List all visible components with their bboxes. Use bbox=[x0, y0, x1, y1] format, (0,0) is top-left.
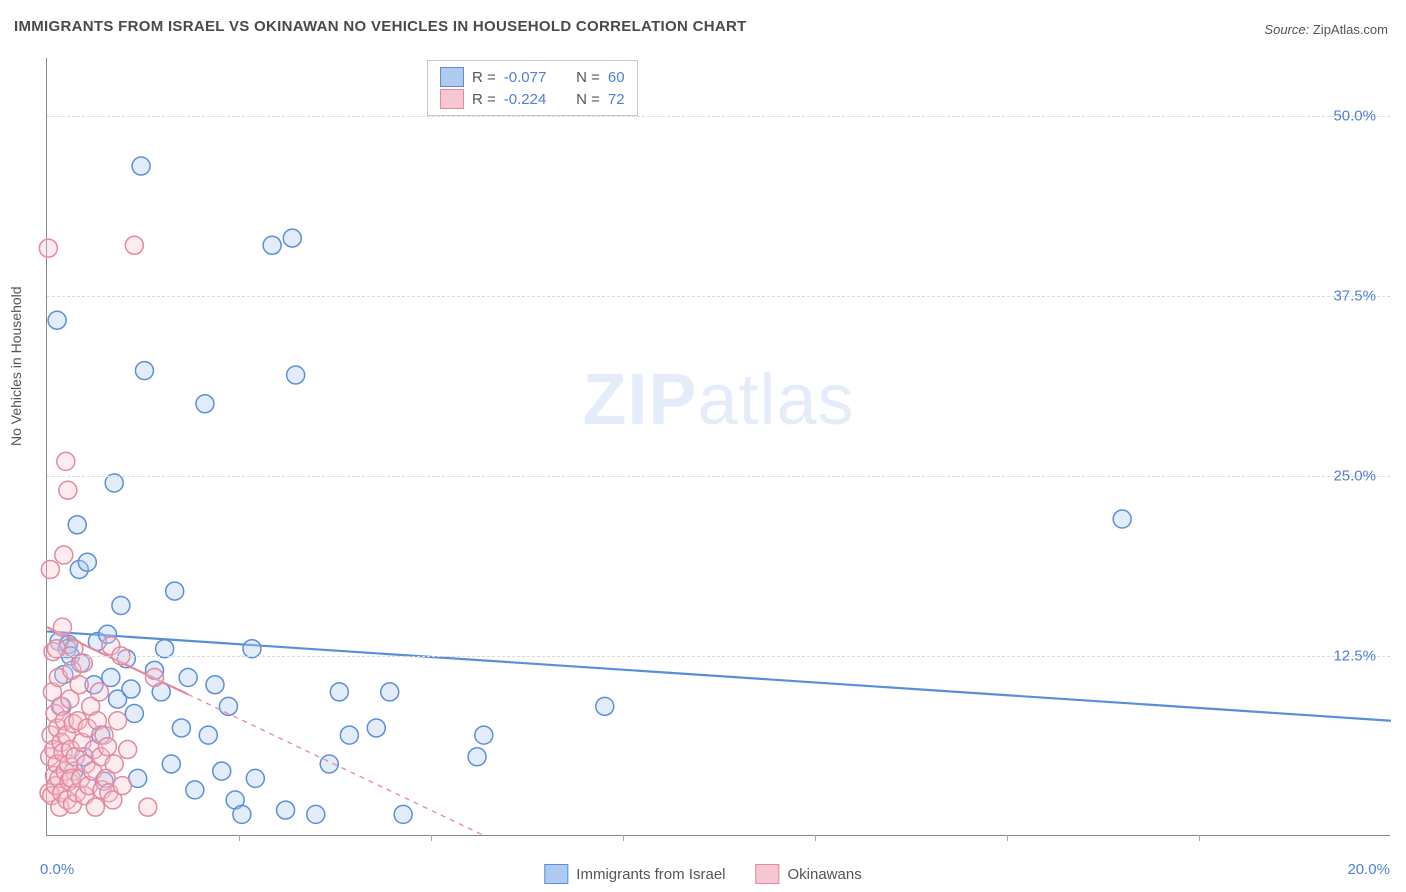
x-tick-label: 0.0% bbox=[40, 861, 74, 878]
stat-line: R = -0.224 N = 72 bbox=[440, 89, 625, 109]
legend-item: Immigrants from Israel bbox=[544, 864, 725, 884]
data-point bbox=[263, 236, 281, 254]
legend-swatch bbox=[440, 89, 464, 109]
data-point bbox=[55, 546, 73, 564]
data-point bbox=[213, 762, 231, 780]
y-tick-label: 12.5% bbox=[1333, 647, 1376, 664]
data-point bbox=[320, 755, 338, 773]
data-point bbox=[172, 719, 190, 737]
gridline bbox=[47, 116, 1390, 117]
data-point bbox=[340, 726, 358, 744]
data-point bbox=[105, 755, 123, 773]
data-point bbox=[367, 719, 385, 737]
data-point bbox=[78, 553, 96, 571]
data-point bbox=[1113, 510, 1131, 528]
data-point bbox=[596, 697, 614, 715]
legend: Immigrants from Israel Okinawans bbox=[544, 864, 861, 884]
data-point bbox=[132, 157, 150, 175]
stat-n-label: N = bbox=[568, 91, 600, 108]
source-label: Source: bbox=[1264, 22, 1309, 37]
data-point bbox=[113, 777, 131, 795]
chart-container: IMMIGRANTS FROM ISRAEL VS OKINAWAN NO VE… bbox=[0, 0, 1406, 892]
data-point bbox=[70, 676, 88, 694]
x-tick bbox=[239, 835, 240, 841]
data-point bbox=[307, 805, 325, 823]
source-value: ZipAtlas.com bbox=[1313, 22, 1388, 37]
data-point bbox=[41, 560, 59, 578]
data-point bbox=[109, 712, 127, 730]
data-point bbox=[53, 618, 71, 636]
y-tick-label: 25.0% bbox=[1333, 467, 1376, 484]
data-point bbox=[475, 726, 493, 744]
x-tick bbox=[431, 835, 432, 841]
y-axis-label: No Vehicles in Household bbox=[8, 286, 24, 446]
data-point bbox=[119, 741, 137, 759]
stat-n-value: 60 bbox=[608, 69, 625, 86]
data-point bbox=[68, 516, 86, 534]
data-point bbox=[125, 236, 143, 254]
plot-svg bbox=[47, 58, 1390, 835]
data-point bbox=[59, 481, 77, 499]
x-tick bbox=[623, 835, 624, 841]
legend-swatch bbox=[440, 67, 464, 87]
data-point bbox=[199, 726, 217, 744]
data-point bbox=[48, 311, 66, 329]
x-tick bbox=[815, 835, 816, 841]
data-point bbox=[233, 805, 251, 823]
data-point bbox=[162, 755, 180, 773]
stat-line: R = -0.077 N = 60 bbox=[440, 67, 625, 87]
data-point bbox=[139, 798, 157, 816]
data-point bbox=[57, 452, 75, 470]
data-point bbox=[125, 705, 143, 723]
stat-r-value: -0.224 bbox=[504, 91, 560, 108]
data-point bbox=[86, 798, 104, 816]
legend-swatch bbox=[544, 864, 568, 884]
legend-label: Okinawans bbox=[788, 866, 862, 883]
gridline bbox=[47, 476, 1390, 477]
data-point bbox=[394, 805, 412, 823]
data-point bbox=[381, 683, 399, 701]
legend-item: Okinawans bbox=[756, 864, 862, 884]
stat-r-label: R = bbox=[472, 69, 496, 86]
stat-n-label: N = bbox=[568, 69, 600, 86]
plot-area: ZIPatlas R =-0.077 N =60R =-0.224 N =72 … bbox=[46, 58, 1390, 836]
data-point bbox=[283, 229, 301, 247]
x-tick-label: 20.0% bbox=[1347, 861, 1390, 878]
stat-r-value: -0.077 bbox=[504, 69, 560, 86]
stat-r-label: R = bbox=[472, 91, 496, 108]
gridline bbox=[47, 296, 1390, 297]
data-point bbox=[90, 683, 108, 701]
data-point bbox=[196, 395, 214, 413]
x-tick bbox=[1007, 835, 1008, 841]
data-point bbox=[277, 801, 295, 819]
stat-n-value: 72 bbox=[608, 91, 625, 108]
data-point bbox=[166, 582, 184, 600]
data-point bbox=[112, 596, 130, 614]
y-tick-label: 50.0% bbox=[1333, 107, 1376, 124]
source-attribution: Source: ZipAtlas.com bbox=[1264, 22, 1388, 37]
legend-swatch bbox=[756, 864, 780, 884]
legend-label: Immigrants from Israel bbox=[576, 866, 725, 883]
data-point bbox=[146, 669, 164, 687]
data-point bbox=[246, 769, 264, 787]
data-point bbox=[206, 676, 224, 694]
data-point bbox=[39, 239, 57, 257]
data-point bbox=[219, 697, 237, 715]
y-tick-label: 37.5% bbox=[1333, 287, 1376, 304]
gridline bbox=[47, 656, 1390, 657]
data-point bbox=[287, 366, 305, 384]
data-point bbox=[135, 362, 153, 380]
data-point bbox=[468, 748, 486, 766]
data-point bbox=[122, 680, 140, 698]
data-point bbox=[186, 781, 204, 799]
data-point bbox=[330, 683, 348, 701]
chart-title: IMMIGRANTS FROM ISRAEL VS OKINAWAN NO VE… bbox=[14, 18, 747, 35]
x-tick bbox=[1199, 835, 1200, 841]
data-point bbox=[98, 738, 116, 756]
data-point bbox=[179, 669, 197, 687]
correlation-stats-box: R = -0.077 N = 60 R = -0.224 N = 72 bbox=[427, 60, 638, 116]
